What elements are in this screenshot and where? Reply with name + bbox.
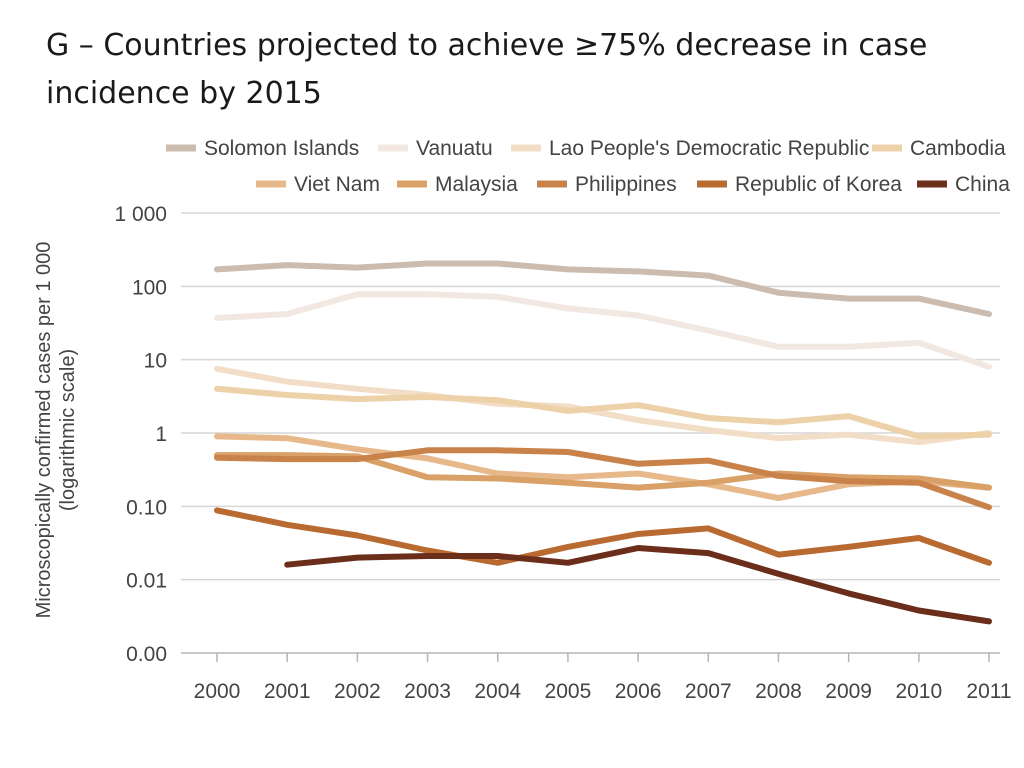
legend-label: Solomon Islands — [204, 137, 359, 160]
chart-title: G – Countries projected to achieve ≥75% … — [46, 28, 928, 111]
x-tick-label: 2001 — [264, 680, 311, 703]
legend-label: Malaysia — [435, 173, 518, 196]
y-tick-labels: 1 000 100 10 1 0.10 0.01 0.00 — [114, 203, 167, 666]
y-tick-label: 1 — [155, 423, 167, 446]
series-line-lao-people-s-democratic-republic — [214, 365, 992, 446]
legend-label: Vanuatu — [416, 137, 493, 160]
gridlines — [181, 212, 1000, 662]
y-tick-label: 0.00 — [126, 643, 167, 666]
series-lines — [214, 260, 992, 625]
series-line-republic-of-korea — [214, 507, 992, 566]
y-axis-title-line1: Microscopically confirmed cases per 1 00… — [33, 242, 55, 619]
y-tick-label: 0.01 — [126, 570, 167, 593]
x-tick-label: 2011 — [966, 680, 1011, 703]
legend-label: Viet Nam — [294, 173, 380, 196]
y-tick-label: 0.10 — [126, 496, 167, 519]
x-tick-label: 2000 — [194, 680, 241, 703]
x-tick-label: 2002 — [334, 680, 381, 703]
x-tick-label: 2006 — [615, 680, 662, 703]
series-line-solomon-islands — [214, 260, 992, 317]
x-tick-label: 2010 — [895, 680, 942, 703]
x-tick-label: 2004 — [474, 680, 521, 703]
legend-label: Lao People's Democratic Republic — [549, 137, 869, 160]
x-tick-label: 2008 — [755, 680, 802, 703]
series-line-viet-nam — [214, 433, 992, 501]
y-axis-title-line2: (logarithmic scale) — [57, 349, 79, 511]
x-tick-label: 2007 — [685, 680, 732, 703]
legend-label: China — [955, 173, 1010, 196]
x-tick-labels: 2000 2001 2002 2003 2004 2005 2006 2007 2008 2009… — [194, 680, 1012, 703]
y-axis-title: Microscopically confirmed cases per 1 00… — [33, 242, 79, 619]
y-tick-label: 1 000 — [114, 203, 167, 226]
legend-label: Republic of Korea — [735, 173, 902, 196]
legend-label: Philippines — [575, 173, 677, 196]
y-tick-label: 100 — [132, 276, 167, 299]
series-line-china — [284, 545, 992, 625]
y-tick-label: 10 — [144, 350, 167, 373]
legend-label: Cambodia — [910, 137, 1006, 160]
legend: Solomon Islands Vanuatu Lao People's Democ… — [166, 137, 1010, 196]
x-tick-label: 2005 — [545, 680, 592, 703]
x-tick-label: 2009 — [825, 680, 872, 703]
x-tick-label: 2003 — [404, 680, 451, 703]
series-line-vanuatu — [214, 291, 992, 370]
series-line-cambodia — [214, 385, 992, 440]
series-line-philippines — [214, 447, 992, 511]
